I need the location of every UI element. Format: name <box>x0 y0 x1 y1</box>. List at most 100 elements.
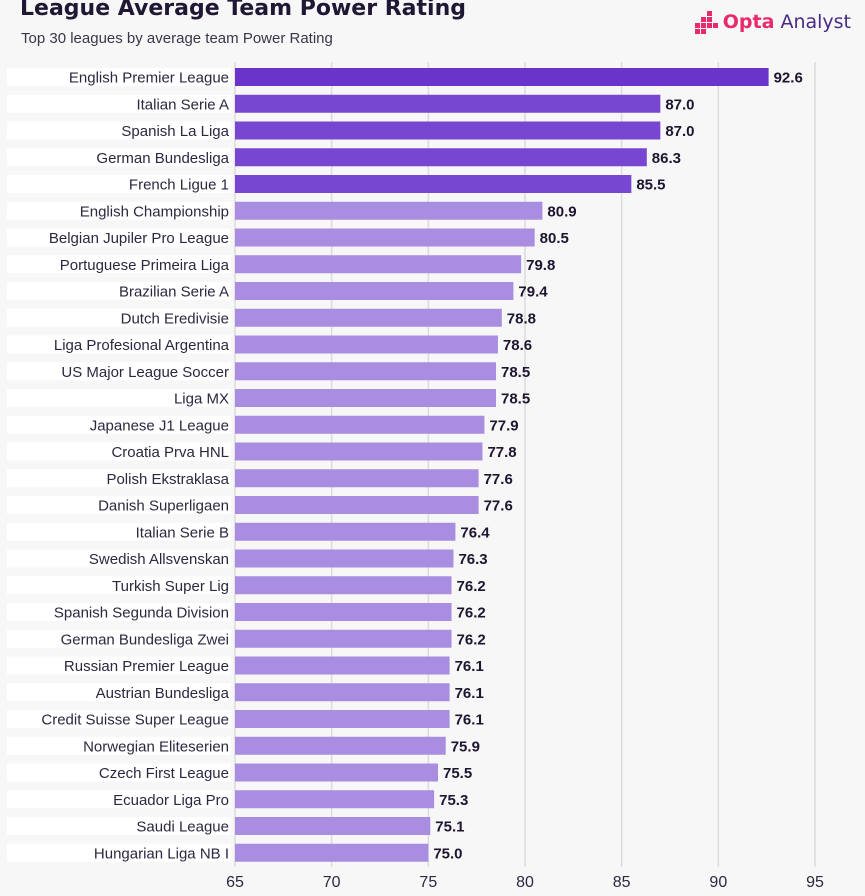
bar-row: Portuguese Primeira Liga 79.8 <box>7 255 555 274</box>
bar-row: Spanish La Liga 87.0 <box>7 121 695 140</box>
category-label-band <box>7 656 231 675</box>
bar <box>235 94 661 113</box>
bar <box>235 308 502 327</box>
bar-row: Russian Premier League 76.1 <box>7 656 484 675</box>
category-label-band <box>7 817 231 835</box>
value-label: 78.5 <box>501 391 530 408</box>
bar <box>235 415 485 434</box>
category-label: Swedish Allsvenskan <box>89 551 229 568</box>
x-tick-label: 80 <box>516 874 534 891</box>
bar <box>235 656 450 675</box>
category-label-band <box>7 790 231 809</box>
value-label: 87.0 <box>665 96 694 113</box>
bar-row: French Ligue 1 85.5 <box>7 175 666 194</box>
category-label-band <box>7 282 231 300</box>
value-label: 76.1 <box>455 685 484 702</box>
brand-name-rest: Analyst <box>774 11 851 33</box>
category-label-band <box>7 469 231 488</box>
category-label-band <box>7 415 231 434</box>
category-label: Polish Ekstraklasa <box>106 471 229 488</box>
bar <box>235 121 661 140</box>
bar-row: Polish Ekstraklasa 77.6 <box>7 469 513 488</box>
bar-row: English Premier League 92.6 <box>7 68 803 87</box>
category-label: Hungarian Liga NB I <box>94 845 229 862</box>
value-label: 86.3 <box>652 150 681 167</box>
value-label: 79.8 <box>526 257 555 274</box>
value-label: 78.6 <box>503 337 532 354</box>
value-label: 76.3 <box>458 551 487 568</box>
category-label-band <box>7 496 231 514</box>
bar-row: Spanish Segunda Division 76.2 <box>7 603 486 622</box>
value-label: 77.9 <box>489 417 518 434</box>
bar <box>235 736 446 755</box>
value-label: 76.1 <box>455 712 484 729</box>
opta-logo-icon <box>694 11 718 34</box>
category-label-band <box>7 308 231 327</box>
category-label: Italian Serie B <box>136 524 229 541</box>
category-label-band <box>7 255 231 274</box>
bar <box>235 282 514 300</box>
category-label: Czech First League <box>99 765 229 782</box>
bar-row: US Major League Soccer 78.5 <box>7 362 530 381</box>
category-label: Norwegian Eliteserien <box>83 738 229 755</box>
gridlines <box>234 62 816 867</box>
bar <box>235 629 452 648</box>
category-label-band <box>7 121 231 140</box>
brand-name: Opta Analyst <box>723 11 851 33</box>
category-label-band <box>7 362 231 381</box>
value-label: 75.1 <box>435 819 464 836</box>
category-label: Spanish Segunda Division <box>54 605 229 622</box>
bar <box>235 255 522 274</box>
bar-row: German Bundesliga 86.3 <box>7 148 681 167</box>
bar-row: Swedish Allsvenskan 76.3 <box>7 549 488 568</box>
bar <box>235 175 632 193</box>
value-label: 92.6 <box>774 70 803 87</box>
category-label-band <box>7 68 231 86</box>
x-axis: 65 70 75 80 85 90 95 <box>226 874 824 891</box>
bar-row: Brazilian Serie A 79.4 <box>7 282 548 301</box>
x-tick-label: 95 <box>806 874 824 891</box>
category-label: Italian Serie A <box>136 96 229 113</box>
category-label: Dutch Eredivisie <box>121 310 229 327</box>
bar-row: English Championship 80.9 <box>7 201 577 220</box>
chart-title: League Average Team Power Rating <box>20 0 466 21</box>
category-label-band <box>7 228 231 247</box>
value-label: 87.0 <box>665 123 694 140</box>
category-label-band <box>7 389 231 407</box>
bar-row: Turkish Super Lig 76.2 <box>7 576 486 595</box>
category-label-band <box>7 736 231 755</box>
bar <box>235 843 429 862</box>
category-label-band <box>7 710 231 728</box>
value-label: 79.4 <box>518 284 548 301</box>
bar-row: Danish Superligaen 77.6 <box>7 496 513 515</box>
category-label: German Bundesliga Zwei <box>61 631 229 648</box>
chart-subtitle: Top 30 leagues by average team Power Rat… <box>21 30 333 47</box>
value-label: 75.0 <box>433 845 462 862</box>
value-label: 77.8 <box>487 444 516 461</box>
value-label: 75.9 <box>451 738 480 755</box>
bar-row: Czech First League 75.5 <box>7 763 472 782</box>
bar-row: Dutch Eredivisie 78.8 <box>7 308 536 327</box>
x-tick-label: 75 <box>419 874 437 891</box>
category-label-band <box>7 576 231 595</box>
category-label: US Major League Soccer <box>61 364 229 381</box>
category-label: Liga MX <box>174 391 229 408</box>
bar <box>235 362 496 381</box>
value-label: 78.5 <box>501 364 530 381</box>
category-label: German Bundesliga <box>96 150 229 167</box>
value-label: 80.5 <box>540 230 569 247</box>
value-label: 80.9 <box>547 203 576 220</box>
bar <box>235 201 543 220</box>
bar <box>235 549 454 568</box>
bar-row: Italian Serie A 87.0 <box>7 94 695 113</box>
bar-row: Hungarian Liga NB I 75.0 <box>7 843 463 862</box>
category-label-band <box>7 175 231 193</box>
category-label-band <box>7 549 231 568</box>
bar-row: Italian Serie B 76.4 <box>7 522 490 541</box>
category-label-band <box>7 201 231 220</box>
bar <box>235 710 450 728</box>
category-label: Ecuador Liga Pro <box>113 792 229 809</box>
bar <box>235 68 769 86</box>
brand-logo: Opta Analyst <box>692 10 851 34</box>
bar <box>235 228 535 247</box>
